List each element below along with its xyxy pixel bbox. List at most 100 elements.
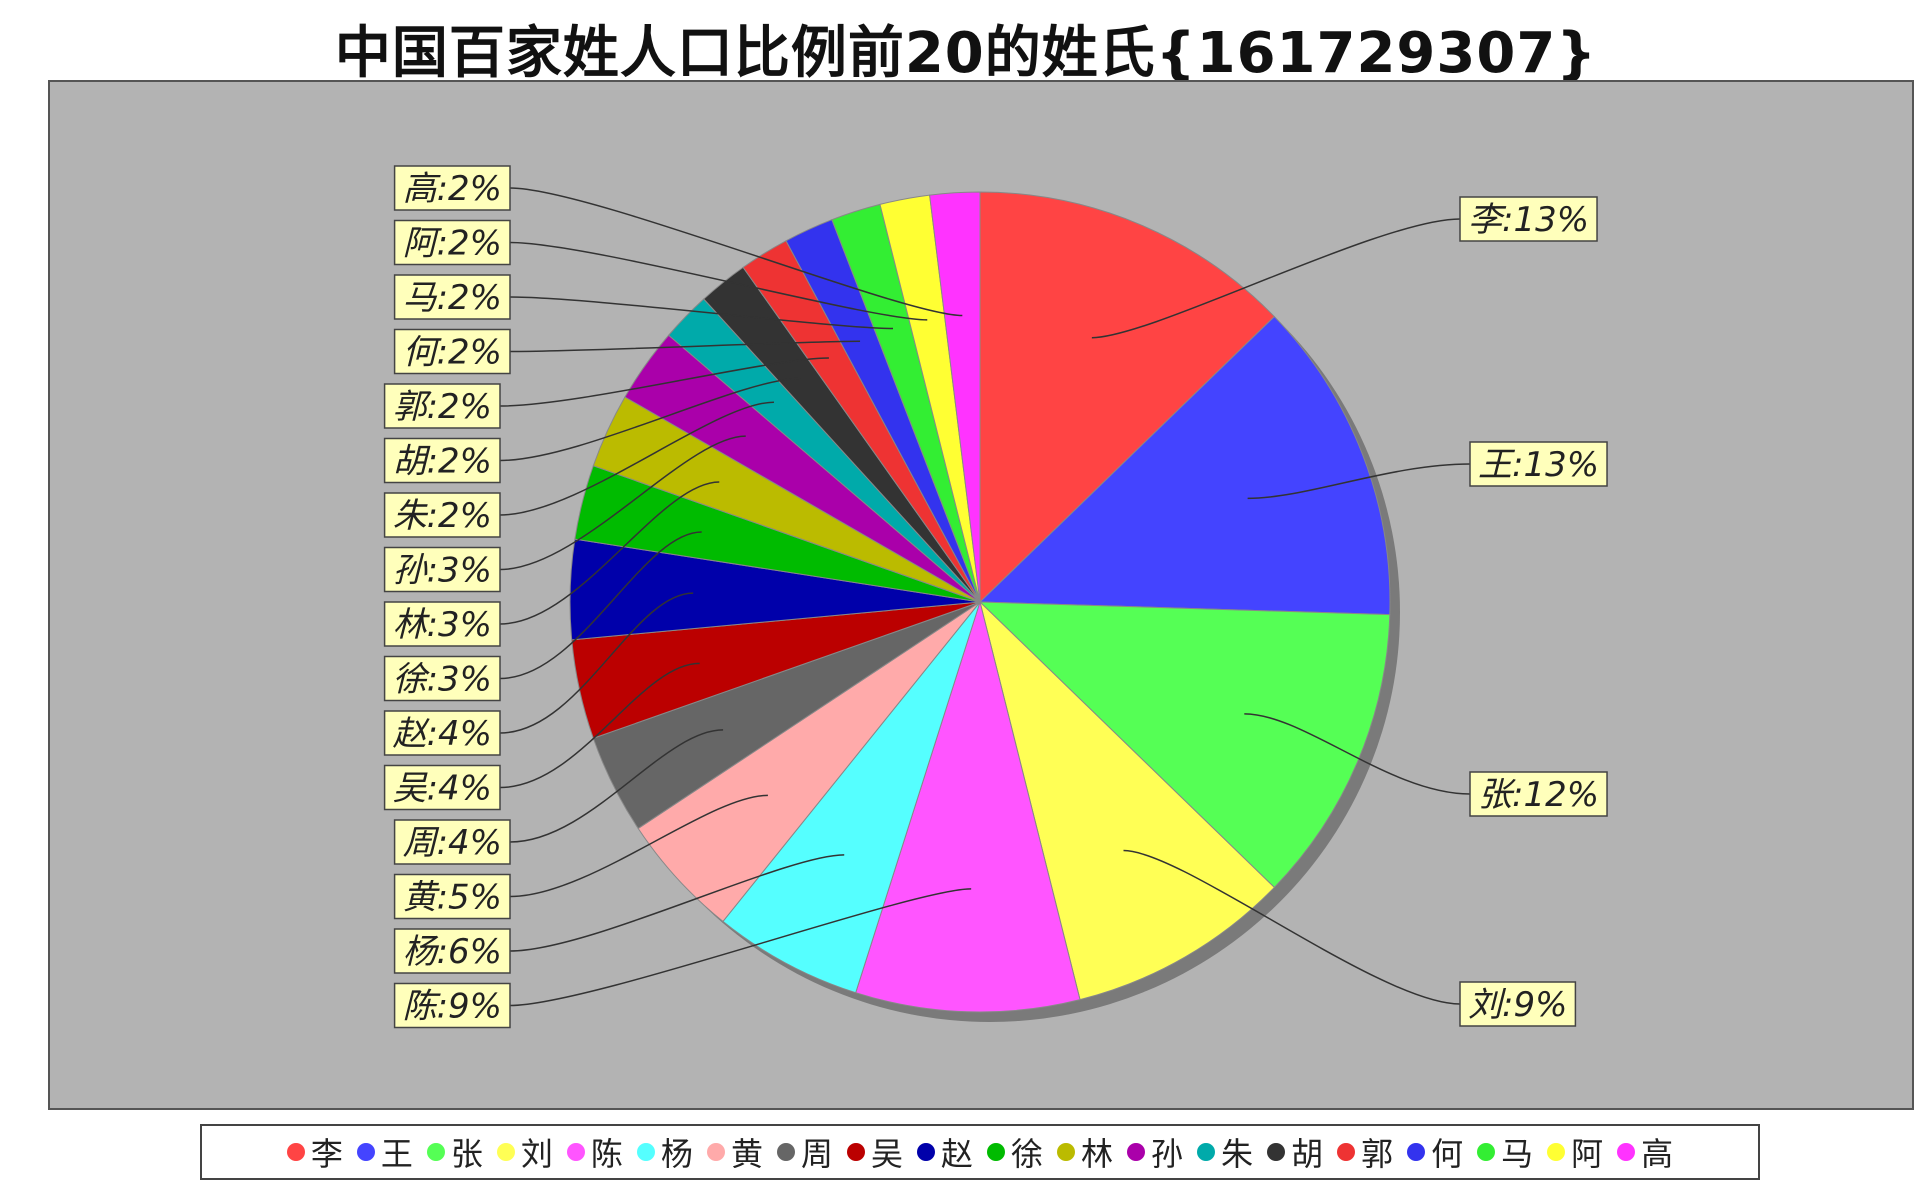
legend-item-19[interactable]: 阿 bbox=[1547, 1129, 1603, 1175]
slice-label-text-3: 张:12% bbox=[1478, 775, 1599, 815]
slice-label-text-17: 何:2% bbox=[403, 333, 502, 373]
legend-dot-icon bbox=[706, 1143, 725, 1161]
legend-label: 赵 bbox=[940, 1135, 973, 1173]
legend-item-1[interactable]: 李 bbox=[286, 1129, 343, 1175]
leader-line-19 bbox=[509, 241, 928, 321]
legend-label: 何 bbox=[1431, 1135, 1464, 1173]
leader-line-4 bbox=[1123, 849, 1461, 1005]
legend-dot-icon bbox=[496, 1143, 515, 1161]
legend-item-15[interactable]: 胡 bbox=[1267, 1129, 1323, 1175]
leader-line-17 bbox=[509, 340, 861, 353]
plot-area: 李:13% 王:13% 张:12% 刘:9% 陈:9% 杨:6% 黄:5% 周:4% 吴:4% 赵… bbox=[48, 80, 1914, 1110]
legend-item-18[interactable]: 马 bbox=[1477, 1129, 1533, 1175]
legend-item-14[interactable]: 朱 bbox=[1197, 1129, 1253, 1175]
legend-label: 阿 bbox=[1571, 1135, 1604, 1173]
slice-label-7: 黄:5% bbox=[393, 873, 511, 920]
legend-item-11[interactable]: 徐 bbox=[987, 1129, 1043, 1175]
legend-label: 吴 bbox=[870, 1135, 903, 1173]
slice-label-text-15: 胡:2% bbox=[393, 442, 492, 482]
legend-label: 陈 bbox=[590, 1135, 623, 1173]
legend-label: 周 bbox=[800, 1135, 833, 1173]
legend-item-8[interactable]: 周 bbox=[776, 1129, 833, 1175]
slice-label-text-14: 朱:2% bbox=[393, 496, 492, 536]
legend-item-20[interactable]: 高 bbox=[1617, 1129, 1673, 1175]
legend-label: 郭 bbox=[1361, 1135, 1394, 1173]
legend-dot-icon bbox=[1547, 1143, 1566, 1161]
slice-label-text-7: 黄:5% bbox=[403, 878, 502, 918]
legend-item-12[interactable]: 林 bbox=[1057, 1129, 1113, 1175]
leader-line-6 bbox=[509, 854, 845, 952]
legend-item-17[interactable]: 何 bbox=[1407, 1129, 1463, 1175]
pie-chart: 李:13% 王:13% 张:12% 刘:9% 陈:9% 杨:6% 黄:5% 周:4% 吴:4% 赵… bbox=[383, 165, 1608, 1029]
pie-slice-1[interactable] bbox=[979, 191, 1276, 604]
leader-line-9 bbox=[499, 662, 700, 789]
slice-label-18: 马:2% bbox=[393, 274, 511, 320]
leader-line-15 bbox=[499, 377, 801, 462]
legend-dot-icon bbox=[286, 1143, 305, 1161]
slice-label-14: 朱:2% bbox=[383, 492, 501, 538]
legend-label: 黄 bbox=[730, 1135, 763, 1173]
leader-line-10 bbox=[499, 592, 694, 734]
slice-label-text-16: 郭:2% bbox=[393, 387, 492, 427]
legend-dot-icon bbox=[426, 1143, 445, 1161]
slice-label-11: 徐:3% bbox=[383, 655, 501, 702]
slice-label-text-19: 阿:2% bbox=[403, 224, 502, 264]
legend: 李王张刘陈杨黄周吴赵徐林孙朱胡郭何马阿高 bbox=[200, 1124, 1760, 1180]
slice-label-3: 张:12% bbox=[1469, 771, 1608, 817]
legend-item-5[interactable]: 陈 bbox=[566, 1129, 623, 1175]
pie-slice-5[interactable] bbox=[855, 600, 1081, 1013]
legend-dot-icon bbox=[916, 1143, 935, 1161]
legend-label: 马 bbox=[1501, 1135, 1534, 1173]
slice-label-9: 吴:4% bbox=[383, 764, 501, 811]
legend-item-4[interactable]: 刘 bbox=[496, 1129, 553, 1175]
legend-dot-icon bbox=[1477, 1143, 1496, 1161]
legend-item-13[interactable]: 孙 bbox=[1127, 1129, 1183, 1175]
legend-dot-icon bbox=[987, 1143, 1005, 1161]
slice-label-8: 周:4% bbox=[393, 819, 511, 865]
slice-label-text-2: 王:13% bbox=[1478, 445, 1599, 485]
legend-item-7[interactable]: 黄 bbox=[706, 1129, 763, 1175]
slice-label-15: 胡:2% bbox=[383, 437, 501, 484]
legend-item-9[interactable]: 吴 bbox=[846, 1129, 903, 1175]
legend-dot-icon bbox=[1057, 1143, 1076, 1161]
legend-item-10[interactable]: 赵 bbox=[916, 1129, 973, 1175]
legend-label: 孙 bbox=[1151, 1135, 1184, 1173]
slice-label-6: 杨:6% bbox=[393, 928, 511, 974]
pie-slice-6[interactable] bbox=[722, 601, 981, 994]
leader-line-8 bbox=[509, 729, 724, 843]
slice-label-text-10: 赵:4% bbox=[393, 714, 492, 754]
leader-line-7 bbox=[509, 794, 768, 898]
legend-dot-icon bbox=[776, 1143, 795, 1161]
pie-slice-4[interactable] bbox=[979, 600, 1276, 1001]
legend-label: 李 bbox=[310, 1135, 343, 1173]
pie-slice-3[interactable] bbox=[978, 601, 1391, 889]
legend-item-2[interactable]: 王 bbox=[356, 1129, 413, 1175]
legend-item-3[interactable]: 张 bbox=[426, 1129, 483, 1175]
leader-line-1 bbox=[1091, 218, 1461, 339]
legend-item-6[interactable]: 杨 bbox=[636, 1129, 693, 1175]
legend-label: 张 bbox=[450, 1135, 483, 1173]
slice-label-text-13: 孙:3% bbox=[393, 551, 492, 591]
leader-line-16 bbox=[499, 357, 829, 407]
slice-label-text-1: 李:13% bbox=[1468, 200, 1589, 240]
leader-line-20 bbox=[509, 187, 963, 317]
legend-dot-icon bbox=[1127, 1143, 1146, 1161]
legend-dot-icon bbox=[356, 1143, 375, 1161]
slice-label-13: 孙:3% bbox=[383, 546, 501, 593]
slice-label-16: 郭:2% bbox=[383, 383, 501, 429]
slice-label-text-5: 陈:9% bbox=[403, 987, 502, 1027]
pie-slice-20[interactable] bbox=[929, 191, 981, 603]
leader-line-5 bbox=[509, 888, 972, 1007]
legend-dot-icon bbox=[1197, 1143, 1216, 1161]
slice-label-text-9: 吴:4% bbox=[393, 769, 492, 809]
legend-label: 朱 bbox=[1221, 1135, 1254, 1173]
pie-slice-2[interactable] bbox=[978, 315, 1391, 616]
legend-item-16[interactable]: 郭 bbox=[1337, 1129, 1393, 1175]
slice-label-19: 阿:2% bbox=[393, 219, 511, 266]
legend-label: 徐 bbox=[1011, 1135, 1044, 1173]
slice-label-text-11: 徐:3% bbox=[393, 660, 492, 700]
slice-label-4: 刘:9% bbox=[1459, 981, 1577, 1027]
slice-label-text-6: 杨:6% bbox=[403, 932, 502, 972]
legend-dot-icon bbox=[566, 1143, 585, 1161]
leader-line-14 bbox=[499, 401, 774, 516]
